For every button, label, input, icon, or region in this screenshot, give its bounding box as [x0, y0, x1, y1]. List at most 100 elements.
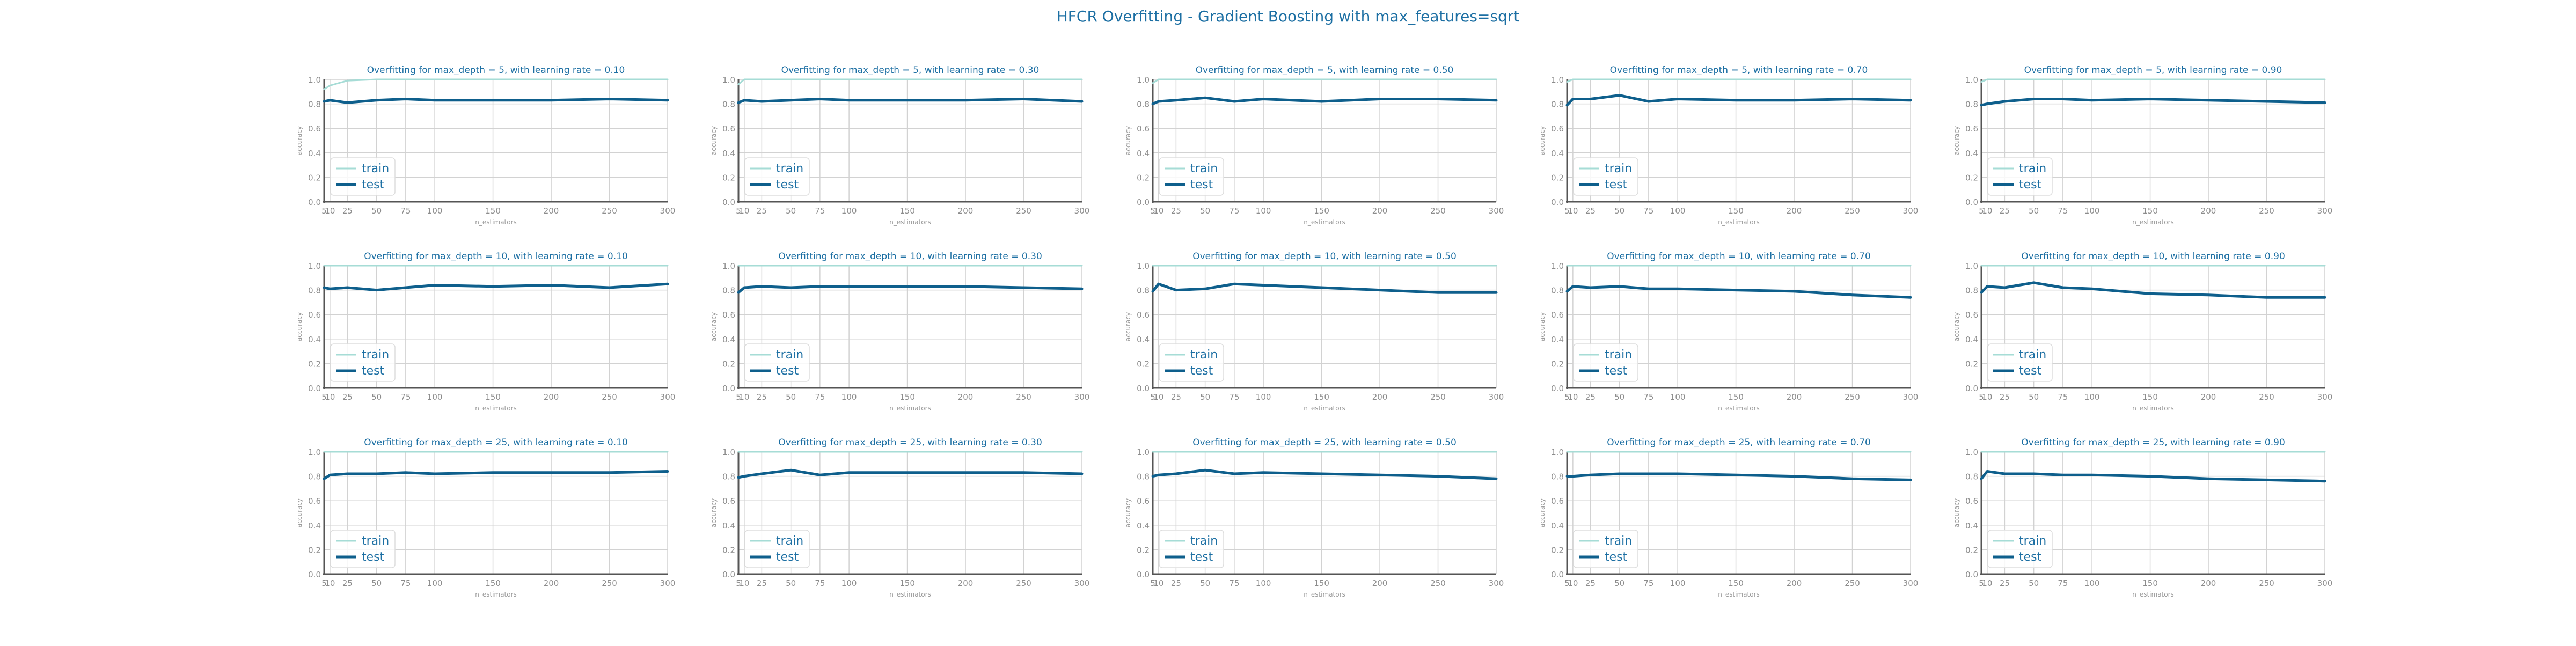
y-tick-label: 0.0	[722, 384, 735, 393]
subplot-1: 0.0 0.2 0.4 0.6 0.8 1.0 510 25 50 75 100 150 200 250 3…	[296, 65, 675, 226]
legend-label-train: train	[776, 348, 803, 362]
y-tick-label: 0.0	[722, 197, 735, 207]
x-tick-label: 25	[342, 392, 353, 402]
x-tick-label: 300	[660, 206, 676, 216]
x-tick-label: 300	[1903, 578, 1919, 588]
y-tick-label: 0.0	[1551, 197, 1564, 207]
x-tick-label: 50	[1200, 206, 1210, 216]
y-tick-label: 0.8	[1137, 286, 1150, 296]
x-tick-label: 10	[1568, 206, 1578, 216]
subplot-title: Overfitting for max_depth = 5, with lear…	[367, 65, 625, 76]
y-tick-label: 0.4	[722, 149, 735, 158]
x-tick-label: 300	[1074, 392, 1090, 402]
x-tick-label: 250	[1016, 578, 1031, 588]
y-tick-label: 1.0	[722, 261, 735, 271]
x-tick-label: 200	[544, 206, 559, 216]
y-tick-label: 1.0	[1137, 75, 1150, 85]
legend-label-train: train	[1605, 348, 1632, 362]
x-tick-label: 50	[2029, 206, 2039, 216]
legend-label-test: test	[1605, 364, 1628, 378]
y-tick-label: 0.2	[722, 359, 735, 369]
x-tick-label: 5	[736, 392, 741, 402]
x-tick-label: 25	[757, 578, 767, 588]
x-tick-label: 25	[1171, 206, 1181, 216]
x-tick-label: 150	[485, 392, 501, 402]
y-tick-label: 0.6	[1137, 124, 1150, 134]
legend-label-test: test	[1605, 550, 1628, 564]
y-tick-label: 0.8	[308, 100, 321, 109]
x-axis-label: n_estimators	[2132, 405, 2174, 412]
y-tick-label: 0.2	[722, 545, 735, 555]
x-tick-label: 75	[2058, 578, 2068, 588]
series-line-test	[737, 285, 1084, 294]
y-axis-label: accuracy	[1953, 312, 1960, 341]
y-tick-label: 0.0	[1965, 570, 1978, 579]
x-tick-label: 150	[899, 578, 915, 588]
x-tick-label: 10	[325, 206, 335, 216]
x-tick-label: 100	[2084, 206, 2100, 216]
subplot-4: 0.0 0.2 0.4 0.6 0.8 1.0 510 25 50 75 100 150 200 250 3…	[1539, 65, 1918, 226]
x-tick-label: 250	[2259, 578, 2274, 588]
y-tick-label: 0.6	[1137, 496, 1150, 506]
y-tick-label: 0.0	[1551, 384, 1564, 393]
y-tick-label: 0.6	[308, 124, 321, 134]
y-tick-label: 0.2	[1137, 359, 1150, 369]
y-tick-label: 1.0	[722, 75, 735, 85]
y-tick-label: 0.6	[308, 310, 321, 320]
legend-label-test: test	[776, 550, 799, 564]
subplot-14: 0.0 0.2 0.4 0.6 0.8 1.0 510 25 50 75 100 150 200 250 3…	[1539, 437, 1918, 598]
x-tick-label: 5	[321, 392, 327, 402]
x-tick-label: 10	[1982, 206, 1992, 216]
subplot-title: Overfitting for max_depth = 25, with lea…	[778, 437, 1042, 448]
x-axis-label: n_estimators	[1718, 218, 1760, 226]
x-tick-label: 75	[1229, 206, 1239, 216]
x-tick-label: 75	[815, 206, 825, 216]
subplot-7: 0.0 0.2 0.4 0.6 0.8 1.0 510 25 50 75 100 150 200 250 3…	[710, 251, 1089, 412]
x-tick-label: 10	[325, 578, 335, 588]
x-axis-label: n_estimators	[889, 218, 931, 226]
y-tick-label: 0.2	[1551, 359, 1564, 369]
x-tick-label: 50	[1200, 392, 1210, 402]
x-tick-label: 100	[1670, 392, 1686, 402]
series-line-test	[1980, 470, 2326, 483]
y-tick-label: 1.0	[1965, 75, 1978, 85]
y-tick-label: 0.2	[1137, 545, 1150, 555]
legend-label-test: test	[776, 364, 799, 378]
legend-label-train: train	[1190, 162, 1218, 175]
x-tick-label: 300	[1489, 206, 1504, 216]
x-tick-label: 25	[757, 392, 767, 402]
series-line-train	[737, 78, 1083, 85]
y-tick-label: 0.2	[1965, 173, 1978, 182]
x-axis-label: n_estimators	[1304, 218, 1345, 226]
x-tick-label: 250	[602, 578, 617, 588]
subplot-8: 0.0 0.2 0.4 0.6 0.8 1.0 510 25 50 75 100 150 200 250 3…	[1124, 251, 1504, 412]
series-line-test	[1565, 285, 1912, 299]
y-tick-label: 0.8	[1137, 100, 1150, 109]
y-axis-label: accuracy	[710, 126, 718, 155]
x-tick-label: 25	[1171, 392, 1181, 402]
x-axis-label: n_estimators	[2132, 591, 2174, 598]
y-tick-label: 1.0	[1137, 261, 1150, 271]
y-tick-label: 0.6	[308, 496, 321, 506]
y-tick-label: 0.4	[722, 521, 735, 531]
subplot-title: Overfitting for max_depth = 25, with lea…	[1607, 437, 1871, 448]
y-tick-label: 0.0	[1551, 570, 1564, 579]
x-tick-label: 200	[2201, 578, 2216, 588]
series-line-test	[323, 282, 669, 292]
x-axis-label: n_estimators	[889, 591, 931, 598]
subplot-13: 0.0 0.2 0.4 0.6 0.8 1.0 510 25 50 75 100 150 200 250 3…	[1124, 437, 1504, 598]
y-tick-label: 0.0	[1965, 197, 1978, 207]
y-axis-label: accuracy	[296, 312, 303, 341]
series-line-test	[1565, 94, 1912, 107]
x-tick-label: 150	[899, 392, 915, 402]
x-tick-label: 150	[1314, 578, 1329, 588]
x-tick-label: 150	[2142, 206, 2158, 216]
y-tick-label: 0.2	[308, 173, 321, 182]
x-tick-label: 200	[1372, 578, 1388, 588]
x-tick-label: 5	[1564, 392, 1570, 402]
x-tick-label: 50	[786, 578, 796, 588]
y-tick-label: 0.6	[1551, 124, 1564, 134]
x-tick-label: 200	[2201, 206, 2216, 216]
y-tick-label: 0.4	[1965, 521, 1978, 531]
